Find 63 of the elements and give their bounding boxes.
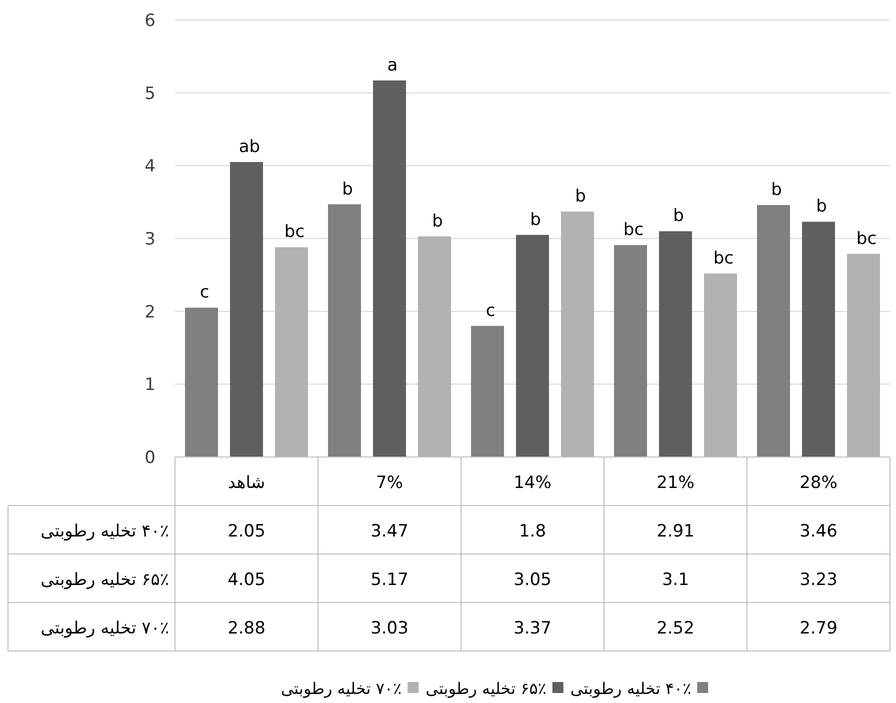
x-tick-label: 28% (800, 473, 838, 493)
annotation: a (387, 55, 398, 76)
y-tick-label: 1 (144, 375, 156, 396)
annotation: b (432, 211, 443, 232)
data-label: 3.03 (370, 618, 408, 638)
annotation: b (673, 206, 684, 226)
data-label: 2.88 (228, 618, 266, 638)
bar (847, 254, 880, 457)
bar (659, 231, 692, 457)
bar (185, 308, 218, 457)
y-tick-label: 4 (144, 156, 156, 177)
data-label: 3.05 (514, 570, 552, 590)
bar (471, 326, 504, 457)
y-tick-label: 0 (144, 448, 156, 468)
bar (561, 212, 594, 457)
data-label: 5.17 (370, 570, 408, 590)
annotation: b (530, 210, 541, 230)
data-label: 3.23 (800, 570, 838, 590)
annotation: ab (238, 137, 260, 158)
annotation: bc (623, 220, 644, 240)
x-tick-label: 7% (376, 473, 403, 493)
annotation: bc (284, 222, 305, 242)
data-label: 3.46 (800, 522, 838, 542)
data-label: 2.05 (228, 522, 266, 542)
bar (614, 245, 647, 457)
x-tick-label: 21% (656, 473, 694, 493)
text: ۷۰٪ تخلیه رطوبتی (40, 618, 169, 638)
bar (328, 204, 361, 457)
data-label: 1.8 (518, 522, 546, 542)
bar (704, 273, 737, 457)
bar (373, 80, 406, 457)
bar (230, 162, 263, 457)
text: ۴۰٪ تخلیه رطوبتی (40, 522, 169, 542)
annotation: c (200, 282, 210, 303)
x-tick-label: 14% (514, 473, 552, 493)
y-tick-label: 3 (144, 230, 156, 250)
annotation: bc (713, 248, 734, 268)
legend-label: ۷۰٪ تخلیه رطوبتی (280, 679, 402, 698)
y-tick-label: 6 (144, 11, 156, 31)
annotation: b (342, 179, 353, 200)
bar (275, 247, 308, 457)
annotation: b (816, 196, 827, 217)
data-label: 2.52 (656, 618, 694, 638)
annotation: b (575, 186, 586, 207)
annotation: b (771, 180, 782, 200)
y-tick-label: 5 (144, 84, 156, 104)
y-tick-label: 2 (144, 302, 156, 322)
annotation: c (486, 300, 496, 321)
bar (757, 204, 790, 457)
x-tick-label: شاهد (228, 473, 266, 493)
data-label: 3.37 (514, 618, 552, 638)
bar (802, 222, 835, 457)
data-label: 2.91 (656, 522, 694, 542)
data-label: 4.05 (228, 570, 266, 590)
annotation: bc (856, 228, 877, 249)
legend-label: ۶۵٪ تخلیه رطوبتی (426, 679, 546, 698)
bar (516, 234, 549, 457)
text: ۶۵٪ تخلیه رطوبتی (40, 570, 169, 590)
bar (418, 236, 451, 457)
data-label: 2.79 (800, 618, 838, 638)
data-label: 3.47 (370, 522, 408, 542)
legend-label: ۴۰٪ تخلیه رطوبتی (570, 679, 692, 698)
data-label: 3.1 (662, 570, 690, 590)
